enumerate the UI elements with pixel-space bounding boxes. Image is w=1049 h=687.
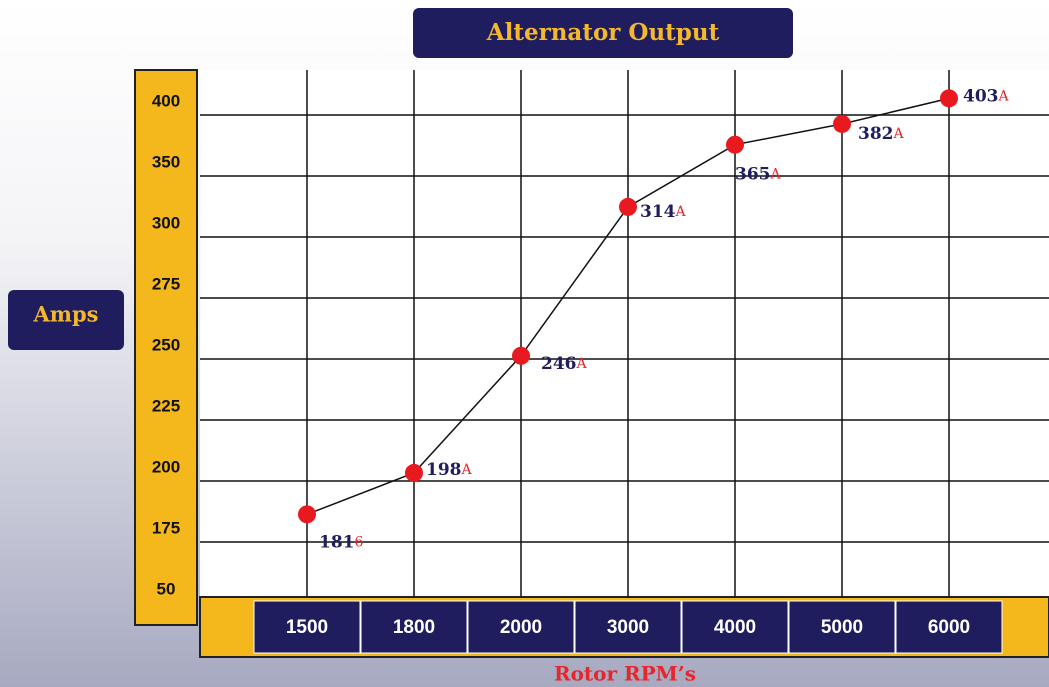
data-label: 314A [640,201,687,221]
y-axis-band [134,69,198,626]
x-tick-box [253,600,361,654]
x-tick-box [467,600,575,654]
y-tick-label: 175 [152,518,180,537]
data-label: 1816 [319,532,364,552]
data-label: 403A [963,86,1010,106]
data-label-value: 181 [319,532,355,552]
x-tick-label: 3000 [607,617,649,638]
y-tick-label: 200 [152,457,180,476]
x-tick-label: 6000 [928,617,970,638]
plot-area [200,70,1049,597]
x-tick-box [788,600,896,654]
data-label-unit: A [770,167,782,183]
y-label-box [8,290,124,350]
title-box [413,8,793,58]
data-point [512,346,530,365]
x-tick-label: 4000 [714,617,756,638]
y-tick-label: 250 [152,335,180,354]
data-point [726,135,744,154]
data-point [940,89,958,108]
x-tick-label: 1500 [286,617,328,638]
x-axis-label: Rotor RPM’s [554,662,696,686]
data-label: 246A [541,353,588,373]
y-tick-label: 400 [152,91,180,110]
y-tick-label: 275 [152,274,180,293]
data-label-value: 198 [426,459,462,479]
y-tick-label: 350 [152,152,180,171]
data-label-unit: A [576,356,588,372]
data-point [833,114,851,133]
x-tick-label: 2000 [500,617,542,638]
x-tick-box [895,600,1003,654]
data-label-unit: A [998,88,1010,104]
x-tick-label: 5000 [821,617,863,638]
data-label-unit: A [893,126,905,142]
x-tick-label: 1800 [393,617,435,638]
x-tick-box [360,600,468,654]
y-tick-label: 225 [152,396,180,415]
data-label-value: 365 [735,164,771,184]
data-label: 365A [735,164,782,184]
y-tick-label: 300 [152,213,180,232]
data-label-unit: 6 [355,534,364,550]
chart-title: Alternator Output [486,19,720,46]
data-point [405,463,423,482]
y-tick-label: 50 [157,579,176,598]
data-label-unit: A [461,462,473,478]
x-tick-box [681,600,789,654]
x-tick-box [574,600,682,654]
data-point [619,197,637,216]
data-label-value: 382 [858,123,894,143]
data-label: 198A [426,459,473,479]
data-label-value: 246 [541,353,577,373]
data-label: 382A [858,123,905,143]
data-label-value: 403 [963,86,999,106]
data-label-unit: A [675,204,687,220]
data-label-value: 314 [640,201,676,221]
y-axis-label: Amps [32,302,98,327]
data-point [298,505,316,524]
